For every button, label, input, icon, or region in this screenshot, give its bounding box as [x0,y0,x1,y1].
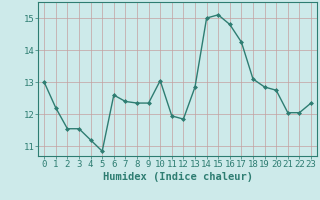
X-axis label: Humidex (Indice chaleur): Humidex (Indice chaleur) [103,172,252,182]
